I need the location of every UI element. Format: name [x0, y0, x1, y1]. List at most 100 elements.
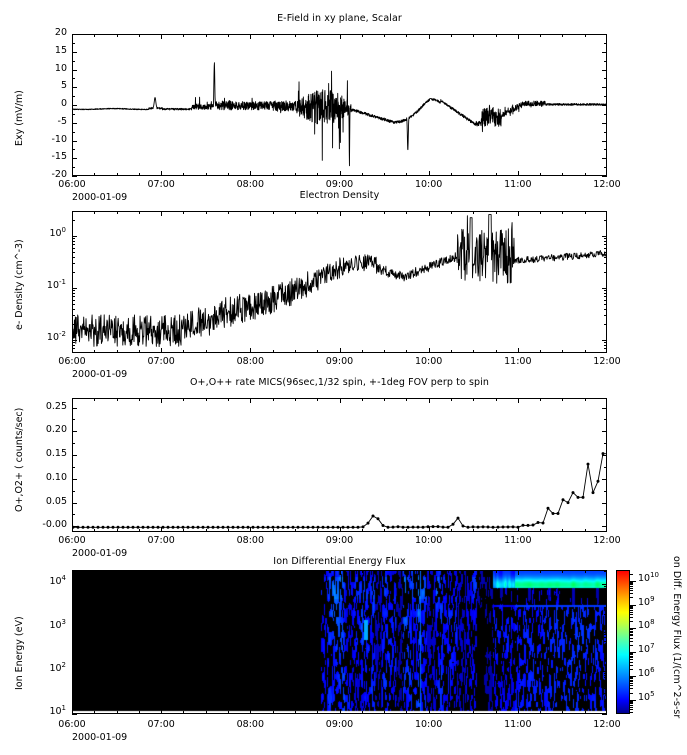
x-tick-label: 06:00	[58, 719, 86, 730]
x-minor-tick	[116, 173, 118, 176]
oplus-marker	[531, 523, 535, 527]
panel-efield-ylabel: Exy (mV/m)	[14, 90, 25, 146]
oplus-marker	[236, 525, 240, 529]
x-minor-tick-top	[138, 34, 140, 37]
x-major-tick	[339, 171, 341, 176]
colorbar	[616, 570, 630, 714]
x-minor-tick	[450, 529, 452, 532]
x-minor-tick-top	[294, 570, 296, 573]
y-major-tick-right	[602, 34, 607, 35]
x-minor-tick-top	[473, 34, 475, 37]
colorbar-minor-tick	[630, 593, 633, 595]
y-minor-tick-right	[604, 324, 607, 326]
oplus-marker	[131, 525, 135, 529]
x-tick-label: 07:00	[147, 719, 175, 730]
oplus-marker	[481, 525, 485, 529]
y-minor-tick-right	[604, 251, 607, 253]
x-minor-tick	[116, 711, 118, 714]
y-major-tick	[72, 51, 77, 53]
y-tick-label: 15	[54, 44, 67, 56]
y-tick-label: 102	[49, 660, 66, 674]
x-minor-tick	[473, 173, 475, 176]
x-major-tick	[250, 527, 252, 532]
x-minor-tick	[361, 350, 363, 353]
x-minor-tick	[317, 711, 319, 714]
y-major-tick	[72, 176, 77, 177]
x-major-tick	[72, 171, 73, 176]
y-major-tick	[72, 431, 77, 433]
panel-efield-title: E-Field in xy plane, Scalar	[277, 13, 402, 24]
x-minor-tick-top	[584, 570, 586, 573]
colorbar-minor-tick	[630, 613, 633, 615]
oplus-marker	[351, 525, 355, 529]
y-tick-label: 10-1	[46, 277, 66, 291]
x-tick-label: 06:00	[58, 179, 86, 190]
panel-spectrogram-date: 2000-01-09	[72, 732, 128, 743]
colorbar-minor-tick	[630, 629, 633, 631]
y-tick-label: -20	[51, 169, 67, 180]
colorbar-minor-tick	[630, 644, 633, 646]
y-minor-tick-right	[604, 78, 607, 80]
y-tick-label: 0.25	[45, 400, 67, 412]
oplus-marker	[241, 525, 245, 529]
x-minor-tick-top	[361, 34, 363, 37]
colorbar-minor-tick	[630, 700, 633, 702]
x-minor-tick	[406, 711, 408, 714]
colorbar-minor-tick	[630, 653, 633, 655]
panel-spectrogram-title: Ion Differential Energy Flux	[273, 556, 406, 567]
x-major-tick	[606, 171, 607, 176]
x-minor-tick-top	[473, 398, 475, 401]
x-minor-tick-top	[450, 398, 452, 401]
colorbar-minor-tick	[630, 683, 633, 685]
x-minor-tick-top	[562, 570, 564, 573]
oplus-marker	[191, 525, 195, 529]
x-major-tick-top	[606, 211, 607, 216]
x-minor-tick-top	[183, 211, 185, 214]
x-minor-tick-top	[384, 211, 386, 214]
efield-trace	[73, 62, 606, 167]
y-major-tick-right	[602, 339, 607, 341]
x-minor-tick	[562, 173, 564, 176]
x-minor-tick-top	[94, 34, 96, 37]
y-tick-label: -15	[51, 151, 67, 163]
oplus-marker	[81, 525, 85, 529]
oplus-marker	[441, 525, 445, 529]
y-minor-tick	[72, 693, 75, 695]
x-major-tick-top	[606, 34, 607, 39]
y-minor-tick	[72, 657, 75, 659]
colorbar-minor-tick	[630, 608, 633, 610]
oplus-marker	[206, 525, 210, 529]
oplus-marker	[431, 525, 435, 529]
x-minor-tick	[205, 711, 207, 714]
oplus-marker	[106, 525, 110, 529]
oplus-marker	[461, 524, 465, 528]
x-minor-tick	[562, 529, 564, 532]
y-minor-tick-right	[604, 586, 607, 588]
oplus-marker	[301, 525, 305, 529]
y-minor-tick	[72, 220, 75, 222]
x-minor-tick-top	[317, 34, 319, 37]
y-minor-tick	[72, 78, 75, 80]
x-minor-tick-top	[584, 398, 586, 401]
x-tick-label: 10:00	[414, 719, 443, 730]
oplus-marker	[256, 525, 260, 529]
oplus-marker	[466, 525, 470, 529]
oplus-marker	[596, 479, 600, 483]
y-major-tick-right	[602, 670, 607, 672]
y-minor-tick-right	[604, 590, 607, 592]
y-tick-label: -10	[51, 133, 67, 145]
y-major-tick	[72, 287, 77, 289]
y-tick-label: 0.20	[45, 424, 67, 436]
y-minor-tick	[72, 247, 75, 249]
x-minor-tick-top	[317, 211, 319, 214]
x-minor-tick-top	[228, 398, 230, 401]
x-major-tick	[72, 709, 73, 714]
x-minor-tick	[94, 529, 96, 532]
x-major-tick-top	[161, 398, 163, 403]
x-major-tick	[250, 348, 252, 353]
x-minor-tick-top	[94, 211, 96, 214]
oplus-marker	[281, 525, 285, 529]
oplus-marker	[101, 525, 105, 529]
x-tick-label: 06:00	[58, 535, 86, 546]
x-minor-tick-top	[205, 34, 207, 37]
